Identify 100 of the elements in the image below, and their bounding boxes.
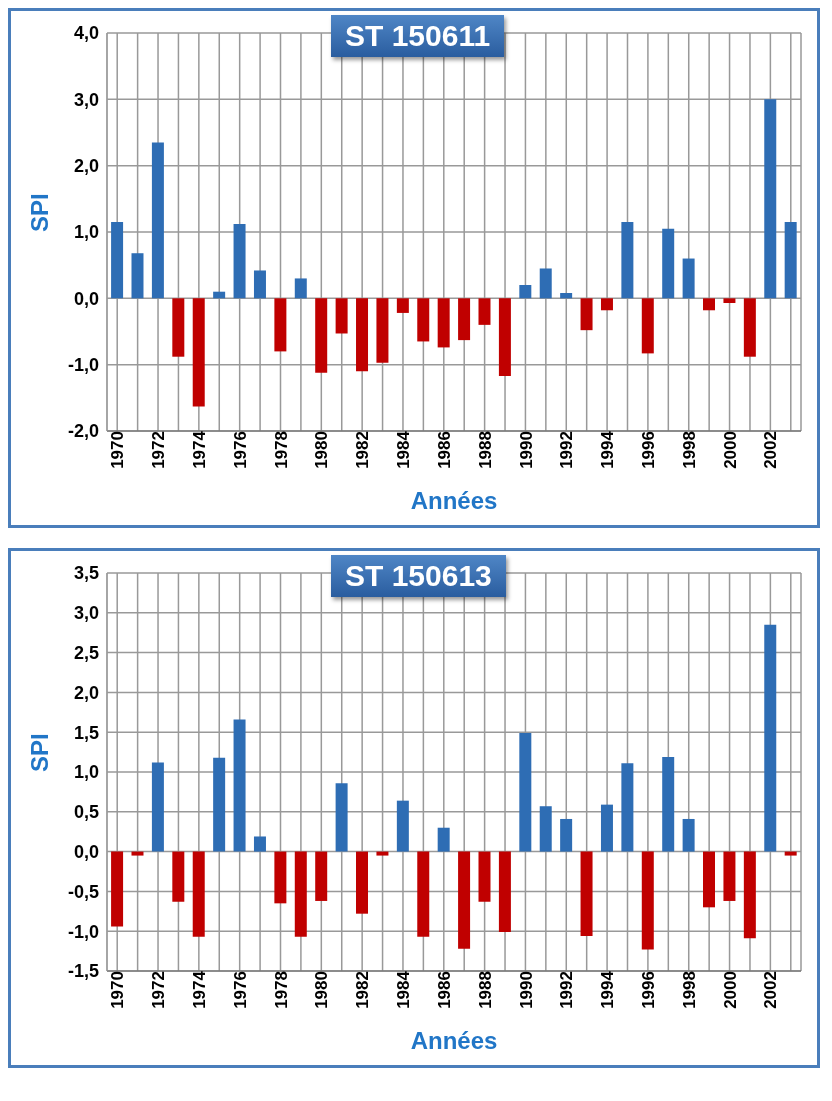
x-tick-label: 2002 bbox=[761, 431, 781, 469]
bar bbox=[131, 851, 144, 856]
y-tick-label: 0,5 bbox=[73, 802, 99, 823]
x-tick-label: 1988 bbox=[475, 971, 495, 1009]
chart-title: ST 150613 bbox=[331, 555, 506, 597]
y-tick-label: 4,0 bbox=[73, 23, 99, 44]
bar bbox=[396, 800, 409, 852]
y-axis-title: SPI bbox=[25, 193, 53, 232]
x-tick-label: 1986 bbox=[434, 431, 454, 469]
x-tick-label: 1988 bbox=[475, 431, 495, 469]
x-tick-label: 1978 bbox=[271, 431, 291, 469]
chart-title: ST 150611 bbox=[331, 15, 505, 57]
bar bbox=[641, 298, 654, 354]
bar bbox=[335, 298, 348, 334]
bar bbox=[478, 851, 491, 902]
bar bbox=[539, 806, 552, 852]
bar bbox=[131, 253, 144, 299]
bar bbox=[662, 228, 675, 299]
bar bbox=[356, 851, 369, 914]
x-tick-label: 2000 bbox=[720, 431, 740, 469]
bar bbox=[172, 298, 185, 357]
x-tick-label: 2002 bbox=[761, 971, 781, 1009]
bar bbox=[458, 298, 471, 341]
bar bbox=[376, 298, 389, 363]
x-tick-label: 1998 bbox=[679, 431, 699, 469]
bar bbox=[539, 268, 552, 299]
bar bbox=[662, 756, 675, 852]
bar bbox=[356, 298, 369, 372]
bar bbox=[376, 851, 389, 856]
bar bbox=[600, 298, 613, 311]
bar bbox=[621, 222, 634, 299]
x-tick-label: 1976 bbox=[230, 431, 250, 469]
bar bbox=[703, 851, 716, 908]
y-tick-label: 1,0 bbox=[73, 762, 99, 783]
bar bbox=[111, 222, 124, 299]
x-tick-label: 1992 bbox=[557, 971, 577, 1009]
y-tick-label: 2,5 bbox=[73, 642, 99, 663]
bar bbox=[784, 222, 797, 299]
bar bbox=[151, 142, 164, 299]
bar bbox=[253, 270, 266, 299]
bar bbox=[764, 99, 777, 299]
x-tick-label: 1980 bbox=[312, 971, 332, 1009]
bar bbox=[192, 298, 205, 407]
x-axis-title: Années bbox=[410, 1027, 498, 1054]
y-tick-label: -1,0 bbox=[67, 921, 99, 942]
x-tick-label: 1976 bbox=[230, 971, 250, 1009]
bar bbox=[723, 298, 736, 303]
y-tick-label: 3,5 bbox=[73, 563, 99, 584]
bar bbox=[233, 224, 246, 299]
x-tick-label: 1972 bbox=[149, 431, 169, 469]
bar bbox=[641, 851, 654, 950]
bar bbox=[723, 851, 736, 901]
y-axis-title: SPI bbox=[25, 733, 53, 772]
bar bbox=[417, 298, 430, 342]
bar bbox=[560, 818, 573, 852]
bar bbox=[743, 298, 756, 357]
bar bbox=[274, 851, 287, 904]
y-tick-label: 2,0 bbox=[73, 156, 99, 177]
x-tick-label: 1992 bbox=[557, 431, 577, 469]
bar bbox=[233, 719, 246, 852]
y-tick-label: 2,0 bbox=[73, 682, 99, 703]
x-tick-label: 1984 bbox=[394, 430, 414, 469]
bar bbox=[764, 624, 777, 852]
bar bbox=[213, 757, 226, 852]
bar bbox=[437, 298, 450, 348]
x-tick-label: 1972 bbox=[149, 971, 169, 1009]
bar bbox=[498, 298, 511, 376]
y-tick-label: 0,0 bbox=[73, 288, 99, 309]
x-tick-label: 1984 bbox=[394, 970, 414, 1009]
bar bbox=[458, 851, 471, 949]
bar bbox=[478, 298, 491, 325]
bar bbox=[437, 827, 450, 852]
bar bbox=[743, 851, 756, 939]
bar bbox=[580, 851, 593, 936]
x-tick-label: 1974 bbox=[189, 970, 209, 1009]
x-tick-label: 1978 bbox=[271, 971, 291, 1009]
bar bbox=[172, 851, 185, 902]
x-tick-label: 1974 bbox=[189, 430, 209, 469]
bar bbox=[294, 851, 307, 937]
y-tick-label: 3,0 bbox=[73, 603, 99, 624]
y-tick-label: -0,5 bbox=[67, 881, 99, 902]
bar bbox=[498, 851, 511, 932]
y-tick-label: -1,0 bbox=[67, 355, 99, 376]
bar bbox=[315, 298, 328, 373]
y-tick-label: -2,0 bbox=[67, 421, 99, 442]
bar bbox=[396, 298, 409, 313]
bar bbox=[621, 763, 634, 852]
bar bbox=[335, 783, 348, 852]
x-tick-label: 1982 bbox=[353, 971, 373, 1009]
bar bbox=[600, 804, 613, 852]
bar bbox=[294, 278, 307, 299]
x-tick-label: 1986 bbox=[434, 971, 454, 1009]
bar bbox=[315, 851, 328, 901]
x-tick-label: 1982 bbox=[353, 431, 373, 469]
bar bbox=[274, 298, 287, 352]
x-tick-label: 1994 bbox=[598, 970, 618, 1009]
y-tick-label: 1,0 bbox=[73, 222, 99, 243]
bar bbox=[784, 851, 797, 856]
bar bbox=[682, 818, 695, 852]
y-tick-label: -1,5 bbox=[67, 961, 99, 982]
